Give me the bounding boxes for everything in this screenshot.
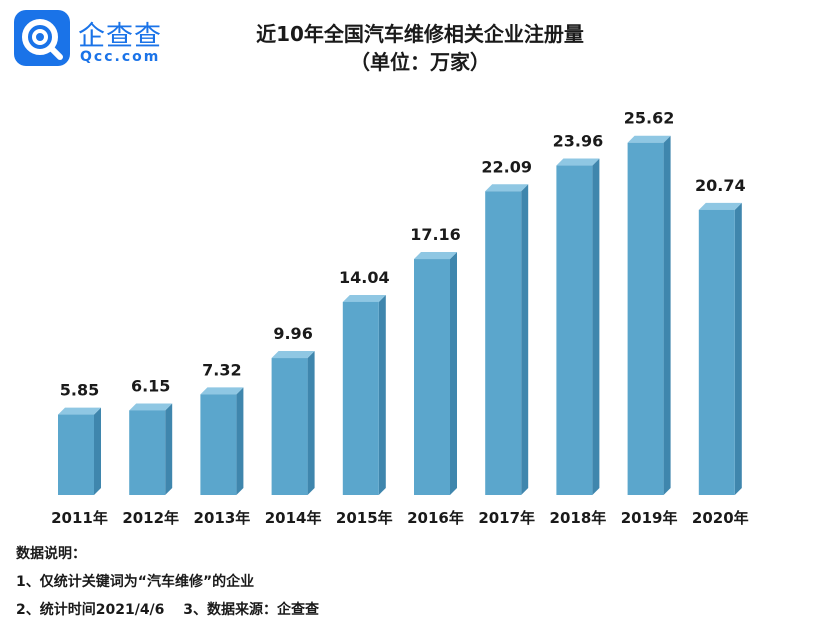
logo-text-en: Qcc.com bbox=[80, 49, 161, 65]
logo-text-cn: 企查查 bbox=[78, 21, 162, 52]
bar-top bbox=[414, 252, 457, 260]
chart-title-line1: 近10年全国汽车维修相关企业注册量 bbox=[256, 22, 584, 46]
x-tick-label: 2020年 bbox=[692, 509, 749, 527]
bar bbox=[485, 191, 522, 495]
notes-item-1: 1、仅统计关键词为“汽车维修”的企业 bbox=[16, 574, 255, 590]
chart-title-unit: （单位：万家） bbox=[350, 50, 490, 74]
x-tick-label: 2016年 bbox=[407, 509, 464, 527]
bar-side bbox=[450, 252, 457, 495]
data-label: 5.85 bbox=[60, 381, 99, 400]
bar bbox=[556, 165, 593, 496]
data-label: 7.32 bbox=[202, 360, 241, 379]
bar-chart: 5.85 2011年 6.15 2012年 7.32 2013年 9.96 2014年 14.0… bbox=[51, 109, 749, 527]
bar-side bbox=[165, 403, 173, 495]
data-label: 20.74 bbox=[695, 176, 746, 195]
bar-side bbox=[592, 158, 600, 496]
bar-top bbox=[129, 403, 173, 411]
data-label: 23.96 bbox=[553, 132, 604, 151]
x-tick-label: 2018年 bbox=[550, 509, 607, 527]
bar-top bbox=[485, 184, 529, 192]
bar-side bbox=[521, 184, 529, 495]
bar bbox=[129, 410, 166, 495]
bar bbox=[627, 142, 664, 495]
bar bbox=[271, 358, 308, 495]
chart-title: 近10年全国汽车维修相关企业注册量 （单位：万家） bbox=[190, 20, 650, 76]
bar bbox=[698, 209, 735, 495]
bar-top bbox=[342, 294, 386, 302]
bar-top bbox=[58, 407, 101, 415]
x-tick-label: 2019年 bbox=[621, 509, 678, 527]
qcc-logo-icon bbox=[14, 10, 70, 66]
bar bbox=[342, 301, 379, 495]
bar-side bbox=[734, 202, 742, 495]
x-tick-label: 2014年 bbox=[265, 509, 322, 527]
bar bbox=[58, 414, 94, 495]
data-label: 14.04 bbox=[339, 268, 390, 287]
x-tick-label: 2013年 bbox=[194, 509, 251, 527]
bar bbox=[414, 259, 450, 495]
notes-item-3: 3、数据来源：企查查 bbox=[183, 602, 320, 618]
x-tick-label: 2017年 bbox=[478, 509, 535, 527]
qcc-logo: 企查查 Qcc.com bbox=[14, 10, 204, 70]
data-label: 6.15 bbox=[131, 376, 170, 395]
data-label: 9.96 bbox=[273, 324, 312, 343]
data-label: 25.62 bbox=[624, 109, 675, 128]
x-tick-label: 2015年 bbox=[336, 509, 393, 527]
bar-top bbox=[271, 351, 315, 359]
data-label: 22.09 bbox=[481, 157, 532, 176]
data-notes: 数据说明： 1、仅统计关键词为“汽车维修”的企业 2、统计时间2021/4/6 … bbox=[16, 542, 319, 626]
bar-top bbox=[556, 158, 600, 166]
bar-side bbox=[663, 135, 671, 495]
bar-top bbox=[698, 202, 742, 210]
bar-side bbox=[307, 351, 315, 495]
bar-side bbox=[236, 387, 244, 495]
bar bbox=[200, 394, 237, 495]
bar-top bbox=[627, 135, 671, 143]
bar-side bbox=[94, 407, 101, 495]
notes-heading: 数据说明： bbox=[16, 546, 86, 562]
notes-item-2: 2、统计时间2021/4/6 bbox=[16, 602, 165, 618]
bar-side bbox=[378, 294, 386, 495]
bar-top bbox=[200, 387, 244, 395]
data-label: 17.16 bbox=[410, 225, 461, 244]
x-tick-label: 2012年 bbox=[122, 509, 179, 527]
x-tick-label: 2011年 bbox=[51, 509, 108, 527]
